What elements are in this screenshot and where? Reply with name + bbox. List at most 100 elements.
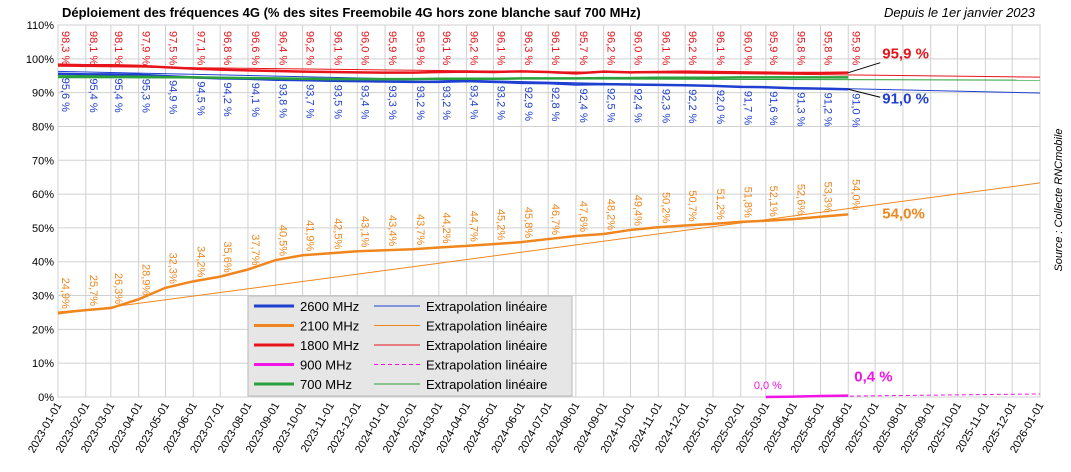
data-label: 93,2 % (440, 86, 452, 120)
data-label: 95,4 % (87, 78, 99, 112)
y-tick-label: 20% (32, 324, 54, 336)
y-tick-label: 50% (32, 223, 54, 235)
data-label: 96,0 % (358, 31, 370, 65)
data-label: 97,5 % (167, 31, 179, 65)
data-label: 42,5% (331, 218, 343, 249)
data-label: 93,4 % (468, 85, 480, 119)
data-label: 24,9% (59, 278, 71, 309)
data-label: 96,2 % (304, 31, 316, 65)
y-tick-label: 110% (27, 20, 55, 32)
data-label: 91,6 % (767, 91, 779, 125)
data-label: 48,2% (605, 199, 617, 230)
legend-label: Extrapolation linéaire (426, 377, 547, 392)
legend-label: Extrapolation linéaire (426, 299, 547, 314)
y-tick-label: 0% (38, 392, 54, 404)
data-label: 52,6% (795, 184, 807, 215)
y-tick-label: 100% (26, 54, 54, 66)
data-label: 92,5 % (605, 88, 617, 122)
data-label: 96,1 % (331, 31, 343, 65)
data-label: 44,7% (468, 211, 480, 242)
data-label: 92,4 % (577, 89, 589, 123)
data-label: 96,2 % (686, 31, 698, 65)
legend-label: Extrapolation linéaire (426, 338, 547, 353)
data-label: 51,2% (714, 189, 726, 220)
data-label: 54,0% (849, 179, 861, 210)
data-label: 96,6 % (249, 31, 261, 65)
data-label: 96,2 % (605, 31, 617, 65)
data-label: 46,7% (549, 204, 561, 235)
data-label: 96,0 % (632, 31, 644, 65)
data-label: 93,3 % (386, 85, 398, 119)
y-tick-label: 90% (32, 88, 54, 100)
source: Source : Collecte RNCmobile (1053, 128, 1065, 271)
legend-label: 700 MHz (300, 377, 352, 392)
series-line (58, 75, 849, 81)
data-label: 98,3 % (59, 31, 71, 65)
data-label: 95,9 % (386, 31, 398, 65)
data-label: 0,0 % (754, 380, 782, 392)
series-line (765, 394, 849, 399)
y-tick-label: 80% (32, 121, 54, 133)
data-label: 95,9 % (767, 31, 779, 65)
data-label: 93,5 % (331, 85, 343, 119)
end-label: 91,0 % (882, 90, 929, 107)
data-label: 96,1 % (714, 31, 726, 65)
data-label: 34,2% (194, 246, 206, 277)
data-label: 45,2% (494, 209, 506, 240)
end-label: 54,0% (882, 205, 925, 222)
chart-title: Déploiement des fréquences 4G (% des sit… (62, 5, 641, 20)
data-label: 91,7 % (742, 91, 754, 125)
data-label: 91,0 % (849, 93, 861, 127)
data-label: 97,9 % (140, 31, 152, 65)
data-label: 93,2 % (494, 86, 506, 120)
data-label: 53,3% (821, 182, 833, 213)
data-label: 94,5 % (194, 81, 206, 115)
data-label: 32,3% (167, 253, 179, 284)
data-label: 96,8 % (221, 31, 233, 65)
data-label: 92,9 % (522, 87, 534, 121)
end-label: 95,9 % (882, 46, 929, 63)
data-label: 96,1 % (659, 31, 671, 65)
data-label: 96,3 % (522, 31, 534, 65)
data-label: 52,1% (767, 186, 779, 217)
y-tick-label: 60% (32, 189, 54, 201)
data-label: 43,1% (358, 216, 370, 247)
data-label: 94,9 % (167, 80, 179, 114)
extrapolation-line (57, 182, 1041, 315)
data-label: 97,1 % (194, 31, 206, 65)
data-label: 92,3 % (659, 89, 671, 123)
y-tick-label: 10% (32, 358, 54, 370)
data-label: 96,1 % (494, 31, 506, 65)
data-label: 92,4 % (632, 89, 644, 123)
data-label: 92,2 % (686, 89, 698, 123)
legend-label: 1800 MHz (300, 338, 359, 353)
data-label: 96,2 % (468, 31, 480, 65)
data-label: 96,4 % (277, 31, 289, 65)
data-label: 45,8% (522, 207, 534, 238)
data-label: 44,2% (440, 212, 452, 243)
data-label: 98,1 % (87, 31, 99, 65)
data-label: 91,2 % (821, 93, 833, 127)
data-label: 93,8 % (277, 84, 289, 118)
legend-label: Extrapolation linéaire (426, 358, 547, 373)
end-label: 0,4 % (854, 369, 892, 386)
series-line (57, 213, 849, 315)
data-label: 95,6 % (59, 78, 71, 112)
data-label: 92,0 % (714, 90, 726, 124)
data-label: 98,1 % (112, 31, 124, 65)
y-tick-label: 70% (32, 155, 54, 167)
legend-box (247, 295, 573, 397)
legend-label: Extrapolation linéaire (426, 319, 547, 334)
data-label: 41,9% (304, 220, 316, 251)
data-label: 43,7% (414, 214, 426, 245)
data-label: 95,4 % (112, 78, 124, 112)
data-label: 94,1 % (249, 83, 261, 117)
legend-label: 2100 MHz (300, 319, 359, 334)
data-label: 95,7 % (577, 31, 589, 65)
y-tick-label: 30% (32, 291, 54, 303)
leader-line (848, 62, 881, 74)
data-label: 95,8 % (821, 31, 833, 65)
data-label: 28,9% (140, 264, 152, 295)
data-label: 93,2 % (414, 86, 426, 120)
